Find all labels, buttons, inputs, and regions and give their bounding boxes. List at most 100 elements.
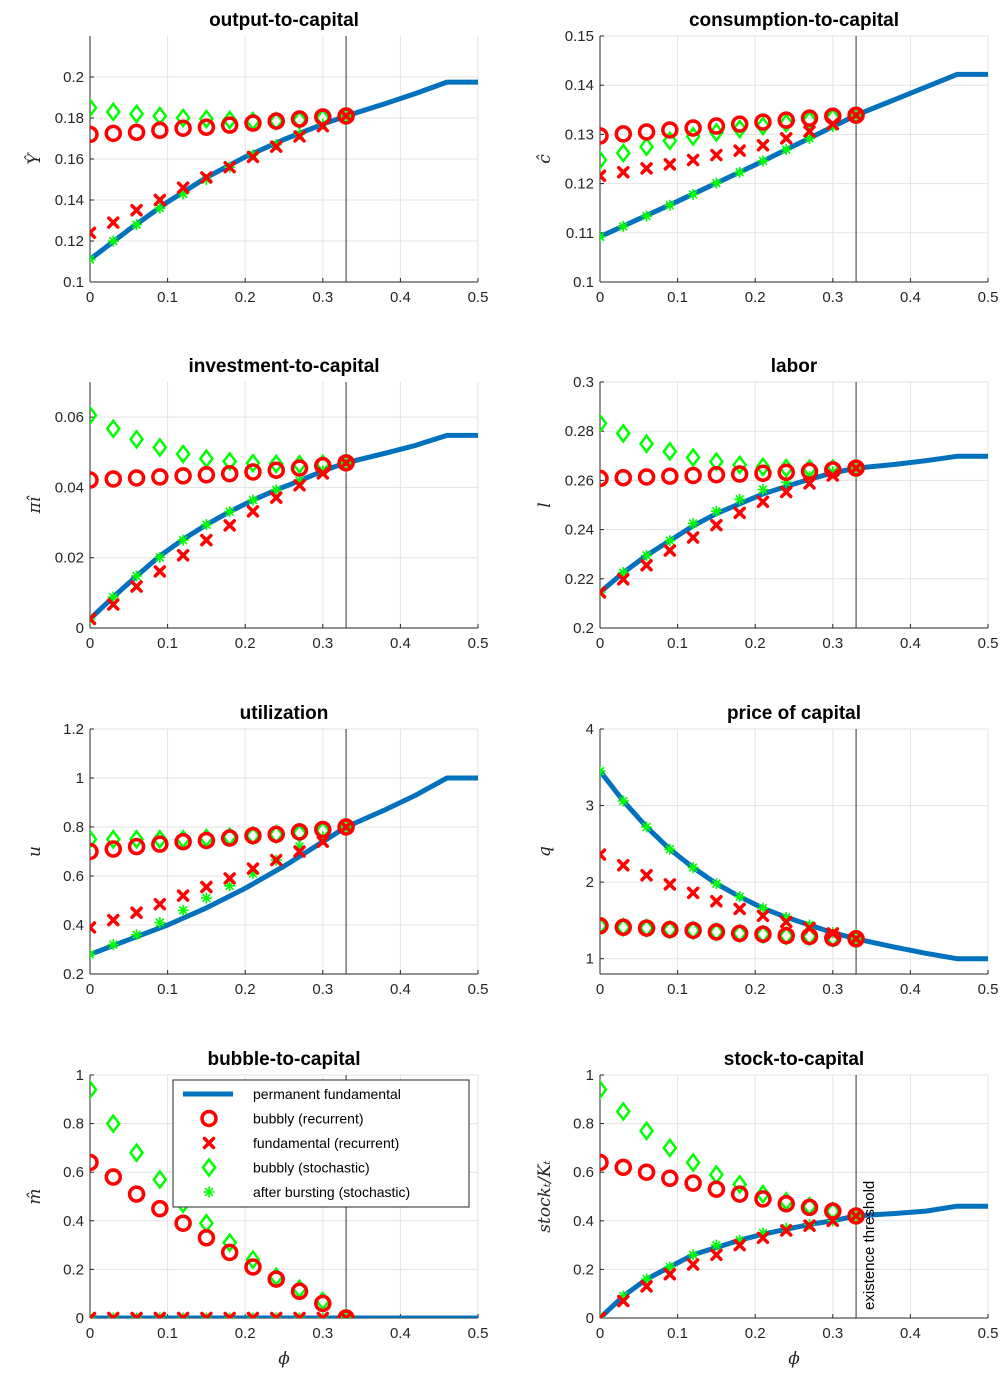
y-tick-label: 0.14	[55, 192, 84, 209]
data-point	[707, 923, 726, 941]
data-point	[267, 825, 285, 844]
data-point	[754, 113, 772, 131]
data-point	[153, 1311, 167, 1318]
panel-title: investment-to-capital	[188, 356, 379, 377]
data-point	[198, 108, 214, 130]
y-tick-label: 0.4	[63, 917, 84, 934]
y-tick-label: 0.3	[573, 374, 594, 391]
data-point	[800, 109, 819, 127]
series-diamond	[90, 816, 354, 850]
data-point	[131, 929, 143, 941]
x-tick-label: 0.2	[745, 635, 766, 652]
plot-area	[600, 1079, 988, 1318]
series-line-permanent-fundamental	[600, 71, 988, 239]
data-point	[151, 121, 169, 140]
y-axis-label: l	[535, 502, 555, 507]
data-point	[244, 114, 262, 132]
y-tick-label: 0.18	[55, 110, 84, 127]
data-point	[637, 468, 656, 486]
data-point	[710, 895, 723, 908]
data-point	[800, 1198, 819, 1217]
data-point	[847, 930, 865, 948]
y-tick-label: 1	[76, 1067, 84, 1084]
data-point	[127, 123, 146, 142]
data-point	[104, 124, 123, 143]
legend-label: fundamental (recurrent)	[253, 1135, 399, 1151]
data-point	[617, 567, 629, 579]
data-point	[223, 872, 236, 885]
series-circle	[90, 107, 355, 144]
data-point	[617, 1294, 630, 1308]
y-axis-label: stockₜ/Kₜ	[535, 1159, 555, 1232]
data-point	[710, 505, 722, 517]
legend-item: bubbly (stochastic)	[201, 1157, 370, 1178]
y-tick-label: 0.22	[565, 571, 594, 588]
data-point	[687, 188, 699, 200]
x-tick-label: 0.5	[978, 289, 999, 306]
data-point	[708, 1164, 724, 1185]
data-point	[198, 448, 214, 469]
x-tick-label: 0.5	[468, 635, 489, 652]
x-tick-label: 0.3	[822, 1325, 843, 1342]
data-point	[687, 517, 699, 529]
y-tick-label: 0.4	[63, 1213, 84, 1230]
y-axis-label: Ŷ	[24, 152, 45, 165]
data-point	[293, 479, 306, 492]
x-tick-label: 0.2	[235, 1325, 256, 1342]
data-point	[733, 506, 746, 520]
data-point	[247, 868, 259, 880]
data-point	[637, 1163, 656, 1181]
data-point	[127, 1185, 146, 1203]
data-point	[662, 441, 678, 462]
data-point	[90, 921, 97, 934]
data-point	[779, 485, 793, 499]
data-point	[756, 909, 770, 923]
data-point	[224, 506, 236, 518]
grid-lines	[599, 35, 989, 283]
data-point	[200, 1311, 213, 1318]
data-point	[754, 464, 772, 483]
panel-bubble: 0 0.1 0.2 0.3 0.4 0.5 0 0.2 0.4 0.6 0.8 1 bubble-to-…	[25, 1049, 488, 1369]
data-point	[314, 820, 332, 839]
x-tick-label: 0	[86, 1325, 94, 1342]
y-tick-label: 0.13	[565, 126, 594, 143]
legend-item: bubbly (recurrent)	[200, 1109, 364, 1128]
panel-title: output-to-capital	[209, 10, 359, 31]
data-point	[175, 443, 191, 465]
data-point	[707, 465, 726, 484]
data-point	[197, 466, 216, 484]
data-point	[777, 926, 795, 945]
x-tick-label: 0.3	[822, 635, 843, 652]
data-point	[293, 1311, 306, 1318]
data-point	[600, 765, 606, 777]
data-point	[314, 456, 332, 475]
series-cross	[600, 108, 863, 182]
data-point	[803, 1219, 816, 1232]
grid-lines	[89, 382, 479, 629]
y-tick-label: 0.8	[63, 819, 84, 836]
data-point	[640, 559, 653, 572]
data-point	[152, 105, 168, 127]
data-point	[615, 1101, 631, 1122]
plot-area	[90, 1079, 478, 1318]
data-point	[268, 453, 284, 474]
data-point	[757, 484, 769, 496]
y-axis-label: m̂	[25, 1188, 45, 1204]
data-point	[640, 1280, 653, 1293]
data-point	[754, 1190, 772, 1208]
y-tick-label: 0.6	[63, 1164, 84, 1181]
y-tick-label: 0.8	[63, 1116, 84, 1133]
legend-item: after bursting (stochastic)	[203, 1184, 410, 1200]
data-point	[662, 1137, 678, 1158]
panel-title: stock-to-capital	[724, 1049, 864, 1070]
series-diamond	[600, 1079, 864, 1227]
data-point	[686, 1258, 700, 1271]
data-point	[246, 505, 260, 518]
y-tick-label: 4	[586, 721, 594, 738]
legend: permanent fundamental bubbly (recurrent) f…	[172, 1079, 470, 1208]
series-asterisk	[600, 765, 862, 945]
x-tick-label: 0	[86, 289, 94, 306]
data-point	[177, 534, 189, 546]
data-point	[107, 235, 119, 247]
data-point	[641, 210, 653, 222]
